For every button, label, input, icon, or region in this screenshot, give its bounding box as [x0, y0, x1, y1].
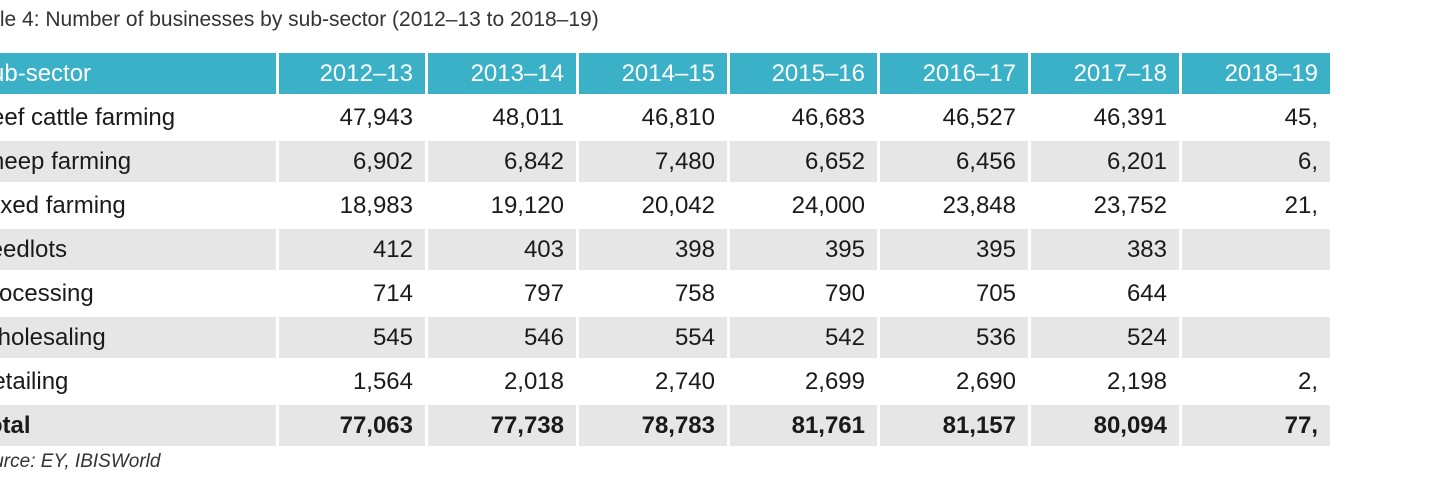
table-cell: 24,000	[791, 191, 865, 219]
table-cell: 545	[279, 317, 425, 358]
column-header-2012-13: 2012–13	[279, 53, 425, 94]
table-cell: 20,042	[641, 191, 715, 219]
total-row: Total 77,063 77,738 78,783 81,761 81,157…	[0, 405, 1330, 446]
table-cell: 46,683	[791, 103, 865, 131]
table-row: Wholesaling 545 546 554 542 536 524	[0, 317, 1330, 358]
table-cell: 546	[428, 317, 576, 358]
table-cell: 2,690	[955, 367, 1016, 395]
column-header-2018-19: 2018–19	[1182, 53, 1330, 94]
column-header-sub-sector: Sub-sector	[0, 53, 276, 94]
table-cell: 45,	[1284, 103, 1318, 131]
table-cell: 2,	[1297, 367, 1318, 395]
table-cell	[1182, 273, 1330, 314]
table-cell: 6,	[1182, 141, 1330, 182]
table-cell: 536	[880, 317, 1028, 358]
table-cell: 6,456	[880, 141, 1028, 182]
table-cell: 383	[1031, 229, 1179, 270]
table-cell: 47,943	[339, 103, 413, 131]
table-cell: 412	[279, 229, 425, 270]
column-header-2014-15: 2014–15	[579, 53, 727, 94]
table-cell: 403	[428, 229, 576, 270]
table-cell: 2,018	[503, 367, 564, 395]
row-label: Retailing	[0, 367, 69, 395]
businesses-table: Sub-sector 2012–13 2013–14 2014–15 2015–…	[0, 50, 1333, 449]
table-row: Processing 714 797 758 790 705 644	[0, 273, 1330, 314]
table-cell: 21,	[1284, 191, 1318, 219]
table-cell: 758	[674, 279, 715, 307]
table-cell: 2,198	[1106, 367, 1167, 395]
table-cell: 23,848	[942, 191, 1016, 219]
table-cell: 48,011	[492, 103, 564, 131]
table-cell: 398	[579, 229, 727, 270]
table-cell: 77,738	[428, 405, 576, 446]
table-row: Feedlots 412 403 398 395 395 383	[0, 229, 1330, 270]
table-cell: 554	[579, 317, 727, 358]
table-cell: 705	[975, 279, 1016, 307]
table-cell: 524	[1031, 317, 1179, 358]
column-header-2013-14: 2013–14	[428, 53, 576, 94]
row-label: Processing	[0, 279, 94, 307]
table-cell: 395	[880, 229, 1028, 270]
table-cell: 6,842	[428, 141, 576, 182]
table-cell: 6,902	[279, 141, 425, 182]
column-header-2016-17: 2016–17	[880, 53, 1028, 94]
table-cell: 23,752	[1093, 191, 1167, 219]
column-header-2017-18: 2017–18	[1031, 53, 1179, 94]
table-cell: 77,	[1182, 405, 1330, 446]
table-cell: 7,480	[579, 141, 727, 182]
table-cell: 6,201	[1031, 141, 1179, 182]
table-row: Mixed farming 18,983 19,120 20,042 24,00…	[0, 185, 1330, 226]
table-cell: 81,157	[880, 405, 1028, 446]
table-cell: 644	[1126, 279, 1167, 307]
table-cell: 18,983	[339, 191, 413, 219]
table-caption: Table 4: Number of businesses by sub-sec…	[0, 8, 599, 31]
row-label: Sheep farming	[0, 141, 276, 182]
table-cell	[1182, 317, 1330, 358]
table-cell	[1182, 229, 1330, 270]
table-cell: 542	[730, 317, 877, 358]
column-header-2015-16: 2015–16	[730, 53, 877, 94]
source-note: Source: EY, IBISWorld	[0, 451, 161, 472]
row-label: Beef cattle farming	[0, 103, 176, 131]
table-cell: 714	[372, 279, 413, 307]
row-label: Total	[0, 405, 276, 446]
table-cell: 46,391	[1093, 103, 1167, 131]
table-cell: 46,810	[641, 103, 715, 131]
row-label: Feedlots	[0, 229, 276, 270]
table-cell: 6,652	[730, 141, 877, 182]
table-cell: 78,783	[579, 405, 727, 446]
table-row: Beef cattle farming 47,943 48,011 46,810…	[0, 97, 1330, 138]
row-label: Wholesaling	[0, 317, 276, 358]
table-cell: 790	[824, 279, 865, 307]
header-row: Sub-sector 2012–13 2013–14 2014–15 2015–…	[0, 53, 1330, 94]
table-cell: 2,740	[654, 367, 715, 395]
table-cell: 80,094	[1031, 405, 1179, 446]
row-label: Mixed farming	[0, 191, 126, 219]
table-cell: 395	[730, 229, 877, 270]
table-cell: 19,120	[490, 191, 564, 219]
table-cell: 797	[523, 279, 564, 307]
table-cell: 81,761	[730, 405, 877, 446]
table-cell: 2,699	[804, 367, 865, 395]
table-cell: 77,063	[279, 405, 425, 446]
table-cell: 1,564	[352, 367, 413, 395]
table-row: Retailing 1,564 2,018 2,740 2,699 2,690 …	[0, 361, 1330, 402]
table-row: Sheep farming 6,902 6,842 7,480 6,652 6,…	[0, 141, 1330, 182]
table-cell: 46,527	[942, 103, 1016, 131]
